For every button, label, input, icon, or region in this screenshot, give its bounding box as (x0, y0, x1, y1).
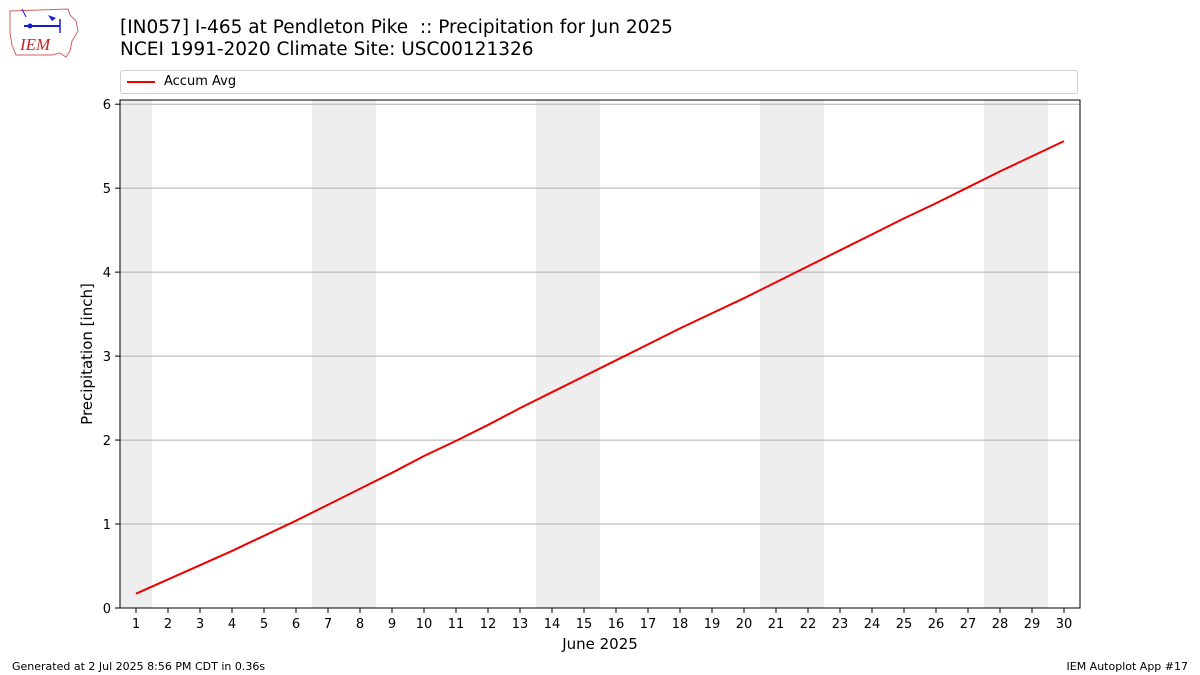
x-tick-label: 16 (608, 617, 625, 632)
x-tick-label: 14 (544, 617, 561, 632)
y-tick-label: 5 (103, 182, 111, 197)
weekend-band (568, 100, 600, 608)
x-tick-label: 19 (704, 617, 721, 632)
x-tick-label: 4 (228, 617, 236, 632)
footer-generated: Generated at 2 Jul 2025 8:56 PM CDT in 0… (12, 660, 266, 673)
x-axis-label: June 2025 (561, 635, 638, 653)
x-tick-label: 17 (640, 617, 657, 632)
x-tick-label: 12 (480, 617, 497, 632)
x-tick-label: 1 (132, 617, 140, 632)
x-tick-label: 9 (388, 617, 396, 632)
x-tick-label: 24 (864, 617, 881, 632)
x-tick-label: 10 (416, 617, 433, 632)
x-tick-label: 30 (1056, 617, 1073, 632)
legend-line-swatch (127, 81, 155, 83)
x-tick-label: 3 (196, 617, 204, 632)
y-tick-label: 4 (103, 266, 111, 281)
x-tick-label: 2 (164, 617, 172, 632)
weekend-band (120, 100, 152, 608)
x-tick-label: 5 (260, 617, 268, 632)
y-tick-label: 6 (103, 98, 111, 113)
x-tick-label: 20 (736, 617, 753, 632)
x-tick-label: 22 (800, 617, 817, 632)
footer-app-id: IEM Autoplot App #17 (1066, 660, 1189, 673)
series-line-accum-avg (135, 140, 1065, 595)
y-tick-label: 3 (103, 350, 111, 365)
x-tick-label: 18 (672, 617, 689, 632)
x-tick-label: 15 (576, 617, 593, 632)
x-tick-label: 8 (356, 617, 364, 632)
y-axis-label: Precipitation [inch] (78, 283, 96, 425)
x-tick-label: 27 (960, 617, 977, 632)
x-tick-label: 7 (324, 617, 332, 632)
plot-frame (119, 99, 1081, 609)
x-tick-label: 23 (832, 617, 849, 632)
x-tick-label: 28 (992, 617, 1009, 632)
legend: Accum Avg (120, 70, 1078, 94)
weekend-band (792, 100, 824, 608)
logo-text: IEM (19, 35, 51, 54)
y-tick-label: 2 (103, 434, 111, 449)
weekend-band (760, 100, 792, 608)
chart-title-line2: NCEI 1991-2020 Climate Site: USC00121326 (120, 39, 534, 60)
iem-logo: IEM (9, 8, 79, 58)
weekend-band (1016, 100, 1048, 608)
chart-title-line1: [IN057] I-465 at Pendleton Pike :: Preci… (120, 17, 673, 38)
x-tick-label: 11 (448, 617, 465, 632)
y-tick-label: 0 (103, 602, 111, 617)
weekend-band (312, 100, 344, 608)
x-tick-label: 6 (292, 617, 300, 632)
weekend-band (984, 100, 1016, 608)
x-tick-label: 25 (896, 617, 913, 632)
x-tick-label: 21 (768, 617, 785, 632)
weekend-band (536, 100, 568, 608)
x-tick-label: 13 (512, 617, 529, 632)
x-tick-label: 29 (1024, 617, 1041, 632)
legend-label: Accum Avg (164, 74, 237, 89)
y-tick-label: 1 (103, 518, 111, 533)
x-tick-label: 26 (928, 617, 945, 632)
weekend-band (344, 100, 376, 608)
